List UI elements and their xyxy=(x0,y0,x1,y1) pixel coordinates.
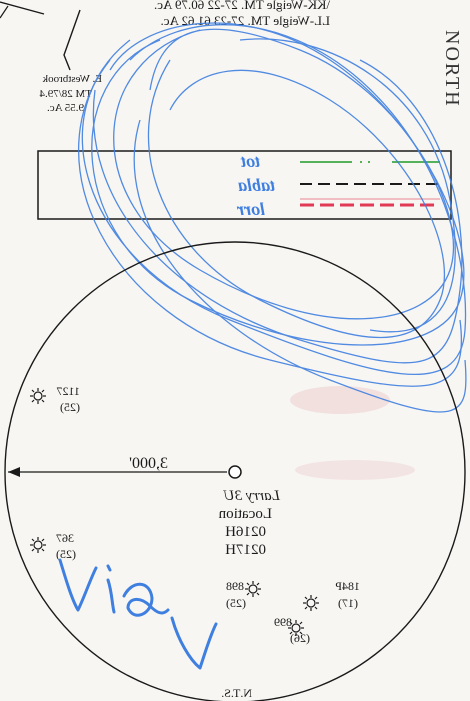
handwritten-note-3: lorr xyxy=(236,199,265,219)
blue-pen-scribbles xyxy=(77,22,467,413)
handwritten-signature xyxy=(58,558,218,670)
legend-box xyxy=(37,150,452,220)
header: \KK-Weigle TM. 27-22 60.79 Ac. LL-Weigle… xyxy=(154,0,330,28)
location-name: Larry 3U xyxy=(223,488,281,504)
location-id-1: 0216H xyxy=(225,524,266,540)
well-sun-icon xyxy=(30,388,46,404)
well-sun-icon xyxy=(30,537,46,553)
parcel-label: E. Westbrook TM 28/79.4 9.55 Ac. xyxy=(39,73,102,114)
corner-tick xyxy=(0,5,9,19)
well-id: 184P xyxy=(335,579,360,593)
location-marker-icon xyxy=(228,465,242,479)
header-line-2: LL-Weigle TM. 27-23 61.62 Ac. xyxy=(161,13,331,28)
well-id: 899 xyxy=(274,615,292,629)
well-sun-icon xyxy=(245,581,261,597)
well-id: 367 xyxy=(56,531,74,545)
well-id: 898 xyxy=(226,579,244,593)
well-depth: (25) xyxy=(56,547,76,561)
bleed-through-marks xyxy=(290,386,415,480)
footer-nts: N.T.S. xyxy=(221,686,252,700)
handwritten-legend-notes: tot tabla lorr xyxy=(236,151,275,219)
location-id-2: 0217H xyxy=(225,542,266,558)
parcel-name: E. Westbrook xyxy=(42,73,102,85)
well-899: 899 (26) xyxy=(274,615,310,645)
parcel-tract: TM 28/79.4 xyxy=(39,88,92,100)
well-184P: 184P (17) xyxy=(303,579,360,611)
wells: 1127 (25) 367 (25) 898 xyxy=(30,384,360,645)
parcel-acres: 9.55 Ac. xyxy=(47,102,84,114)
radius-circle xyxy=(4,241,466,701)
well-depth: (17) xyxy=(338,596,358,610)
handwritten-note-2: tabla xyxy=(238,175,275,195)
radius-label: 3,000' xyxy=(129,455,168,472)
location-label-text: Location xyxy=(218,506,272,522)
well-sun-icon xyxy=(303,595,319,611)
header-line-1: \KK-Weigle TM. 27-22 60.79 Ac. xyxy=(154,0,330,12)
handwritten-note-1: tot xyxy=(240,151,260,171)
well-id: 1127 xyxy=(56,384,80,398)
legend-frame xyxy=(37,150,452,220)
well-898: 898 (25) xyxy=(226,579,261,610)
radius-arrow xyxy=(8,467,227,477)
well-1127: 1127 (25) xyxy=(30,384,80,414)
well-depth: (25) xyxy=(226,596,246,610)
well-depth: (26) xyxy=(290,631,310,645)
parcel-leader-line xyxy=(63,9,81,71)
corner-line xyxy=(0,1,45,15)
well-367: 367 (25) xyxy=(30,531,76,561)
north-label: NORTH xyxy=(441,30,463,108)
well-depth: (25) xyxy=(60,400,80,414)
well-sun-icon xyxy=(288,620,304,636)
location-label: Larry 3U Location 0216H 0217H xyxy=(218,488,281,558)
